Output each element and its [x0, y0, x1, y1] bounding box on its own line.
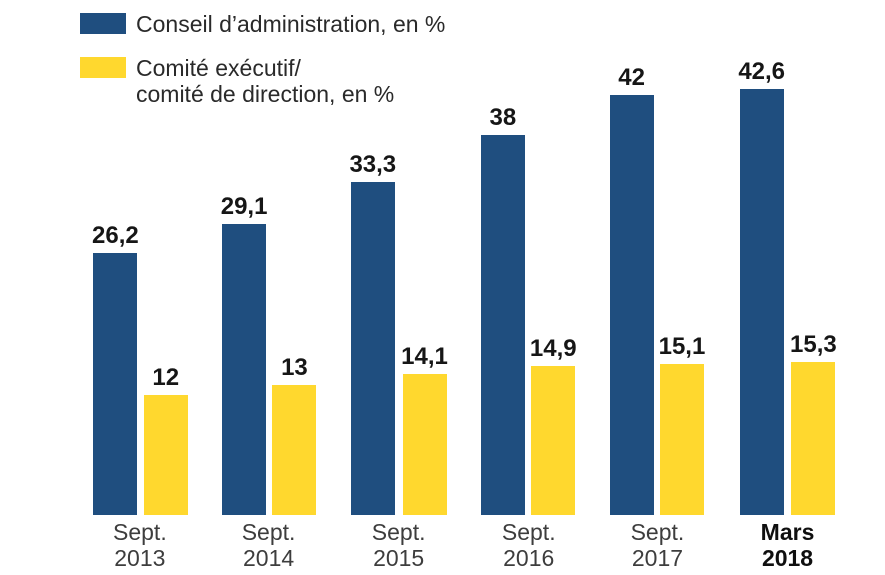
bar-column: 13	[272, 354, 317, 515]
bar-conseil	[222, 224, 267, 515]
bar-group: 38 14,9 Sept. 2016	[480, 104, 577, 572]
bar-pair: 42 15,1	[609, 64, 706, 515]
bar-value-label: 26,2	[92, 222, 139, 249]
bar-value-label: 42	[618, 64, 645, 91]
bar-value-label: 33,3	[349, 151, 397, 178]
bar-pair: 42,6 15,3	[738, 58, 837, 515]
bar-value-label: 14,1	[401, 343, 448, 370]
x-axis-label: Sept. 2013	[113, 519, 167, 571]
bar-column: 42,6	[738, 58, 785, 515]
legend-item-conseil: Conseil d’administration, en %	[80, 11, 445, 38]
bar-pair: 33,3 14,1	[349, 151, 448, 515]
bar-column: 14,1	[401, 343, 448, 515]
x-axis-label: Sept. 2014	[241, 519, 296, 571]
bar-comite	[143, 395, 188, 515]
x-axis-label: Sept. 2015	[371, 519, 426, 571]
bar-comite	[402, 374, 447, 515]
bar-column: 29,1	[220, 193, 268, 515]
chart-legend: Conseil d’administration, en % Comité ex…	[80, 11, 445, 125]
bar-column: 38	[480, 104, 525, 515]
bar-column: 15,1	[658, 333, 706, 515]
legend-swatch-blue-icon	[80, 13, 126, 34]
legend-label-comite: Comité exécutif/ comité de direction, en…	[136, 54, 395, 108]
bar-pair: 38 14,9	[480, 104, 577, 515]
bar-column: 15,3	[790, 331, 837, 515]
bar-column: 33,3	[349, 151, 396, 515]
bar-column: 14,9	[530, 335, 577, 515]
bar-group: 29,1 13 Sept. 2014	[221, 193, 317, 572]
bar-comite	[272, 385, 317, 515]
bar-conseil	[350, 182, 395, 515]
plot-area: 26,2 12 Sept. 2013 29,1 13 Sept. 2014 33,3 14,1…	[92, 58, 837, 572]
bar-conseil	[480, 135, 525, 515]
bar-column: 26,2	[92, 222, 139, 515]
bar-column: 42	[609, 64, 654, 515]
bar-pair: 26,2 12	[92, 222, 188, 515]
x-axis-label: Sept. 2017	[630, 519, 685, 571]
x-axis-label: Mars 2018	[760, 519, 815, 571]
legend-label-conseil: Conseil d’administration, en %	[136, 11, 446, 37]
bar-comite	[791, 362, 836, 515]
bar-value-label: 15,1	[658, 333, 706, 360]
bar-conseil	[93, 253, 138, 515]
bar-pair: 29,1 13	[221, 193, 317, 515]
bar-value-label: 15,3	[790, 331, 837, 358]
bar-value-label: 13	[281, 354, 308, 381]
bar-conseil	[739, 89, 784, 515]
bar-column: 12	[143, 364, 188, 515]
bar-group: 26,2 12 Sept. 2013	[92, 222, 188, 572]
bar-value-label: 29,1	[220, 193, 268, 220]
bar-value-label: 12	[152, 364, 180, 391]
legend-swatch-yellow-icon	[80, 56, 126, 78]
bar-value-label: 42,6	[738, 58, 786, 85]
bar-conseil	[609, 95, 654, 515]
bar-group: 42,6 15,3 Mars 2018	[738, 58, 836, 572]
legend-item-comite: Comité exécutif/ comité de direction, en…	[80, 55, 445, 108]
bar-comite	[531, 366, 576, 515]
bar-group: 33,3 14,1 Sept. 2015	[349, 151, 447, 572]
bar-value-label: 38	[489, 104, 517, 131]
x-axis-label: Sept. 2016	[501, 519, 556, 571]
bar-comite	[659, 364, 704, 515]
bar-group: 42 15,1 Sept. 2017	[609, 64, 706, 572]
bar-value-label: 14,9	[529, 335, 577, 362]
